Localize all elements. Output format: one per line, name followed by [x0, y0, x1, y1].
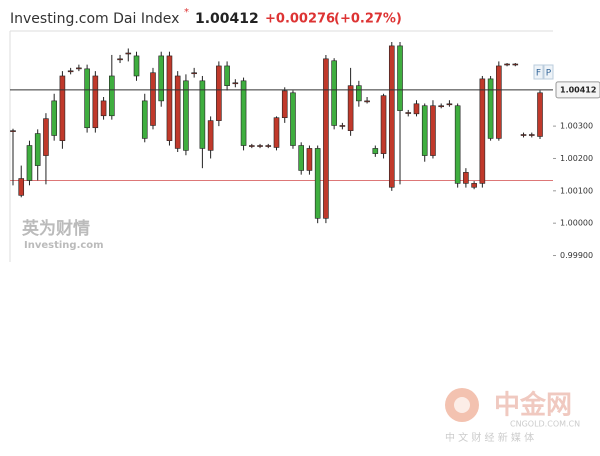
candle-body: [109, 75, 115, 117]
candle-body: [430, 105, 436, 156]
candle-body: [34, 133, 41, 166]
candle-body: [496, 65, 502, 139]
candle-body: [232, 82, 239, 85]
candle-body: [76, 67, 82, 70]
candle-body: [487, 78, 494, 139]
candle-body: [314, 148, 321, 219]
candle-body: [224, 65, 230, 86]
candle-body: [306, 148, 313, 171]
tool-button-label: F: [536, 69, 541, 79]
candle-body: [158, 55, 165, 102]
candle-body: [26, 145, 33, 181]
logo-domain: CNGOLD.COM.CN: [510, 420, 580, 429]
candle-body: [323, 58, 329, 219]
candle-body: [51, 100, 57, 136]
tool-button-label: P: [546, 69, 552, 79]
candle-body: [372, 148, 379, 154]
candle-body: [133, 55, 140, 77]
candle-body: [150, 72, 156, 126]
candle-body: [446, 103, 453, 106]
candle-body: [347, 85, 354, 131]
candle-body: [504, 63, 510, 66]
candle-body: [438, 105, 444, 108]
candle-body: [421, 105, 428, 156]
candle-body: [537, 92, 543, 137]
candle-body: [331, 60, 337, 126]
candle-body: [339, 125, 346, 127]
candle-body: [183, 80, 189, 151]
logo-name: 中金网: [494, 390, 572, 421]
candle-body: [273, 117, 280, 148]
y-tick-label: 1.00100: [560, 186, 593, 195]
candle-body: [84, 68, 90, 129]
candle-body: [281, 90, 288, 119]
candle-body: [191, 72, 197, 75]
candle-body: [240, 80, 247, 146]
tool-button[interactable]: [543, 64, 554, 80]
candle-body: [405, 112, 412, 114]
candle-body: [479, 78, 486, 184]
watermark-en: Investing.com: [24, 240, 104, 251]
candle-body: [454, 105, 461, 184]
y-tick-label: 1.00300: [560, 122, 593, 131]
price-badge: [555, 81, 600, 99]
candle-body: [257, 145, 263, 147]
tool-button[interactable]: [533, 64, 544, 80]
candle-body: [471, 183, 477, 188]
candle-body: [174, 75, 181, 149]
marker: *: [184, 7, 189, 18]
candle-body: [141, 100, 148, 139]
candle-body: [92, 75, 99, 129]
candle-body: [413, 103, 420, 115]
candle-body: [388, 45, 395, 188]
candle-body: [520, 134, 527, 136]
logo-slogan: 中 文 财 经 新 媒 体: [445, 431, 534, 444]
candle-body: [364, 100, 370, 103]
candle-body: [100, 100, 107, 117]
candle-body: [290, 92, 296, 146]
candle-body: [59, 75, 66, 141]
candle-body: [10, 130, 16, 132]
candle-body: [397, 45, 403, 111]
candle-body: [265, 145, 272, 147]
change: +0.00276: [265, 12, 335, 27]
price-badge-label: 1.00412: [560, 85, 596, 94]
y-tick-label: 1.00200: [560, 154, 593, 163]
watermark-cn: 英为财情: [22, 218, 90, 239]
candle-body: [248, 145, 255, 147]
candle-body: [18, 178, 25, 196]
candle-body: [43, 118, 49, 156]
y-tick-label: 1.00000: [560, 219, 593, 228]
candle-body: [216, 65, 222, 121]
chart-title: Investing.com Dai Index: [10, 11, 179, 27]
logo-icon-inner: [454, 397, 470, 413]
last-price: 1.00412: [195, 11, 259, 27]
candle-body: [512, 63, 519, 66]
candle-body: [298, 145, 305, 171]
candle-body: [125, 52, 132, 55]
candle-body: [199, 80, 206, 149]
change-pct: (+0.27%): [334, 12, 402, 27]
candle-body: [67, 70, 74, 73]
candle-body: [166, 55, 173, 141]
candle-body: [463, 172, 469, 184]
candle-body: [117, 58, 123, 61]
candle-body: [207, 120, 214, 151]
candle-body: [356, 85, 362, 102]
y-tick-label: 0.99900: [560, 251, 593, 260]
candle-body: [528, 134, 535, 136]
candle-body: [380, 95, 387, 154]
